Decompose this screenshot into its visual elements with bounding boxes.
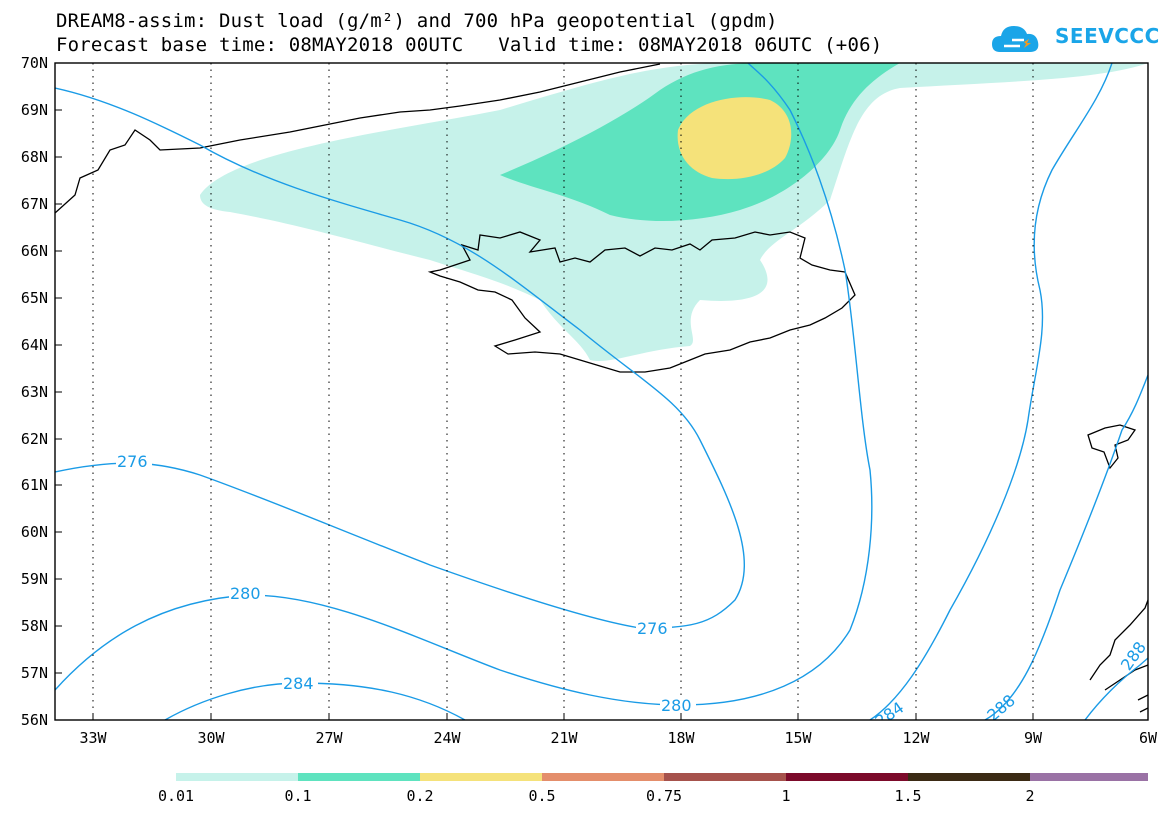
- lat-label: 64N: [20, 336, 48, 354]
- lon-label: 9W: [1023, 729, 1043, 747]
- contour-label: 276: [637, 619, 668, 638]
- lon-label: 24W: [433, 729, 461, 747]
- colorbar-swatch-1: [786, 773, 908, 781]
- lat-label: 58N: [20, 617, 48, 635]
- colorbar-label: 0.01: [157, 787, 195, 805]
- colorbar-swatch-2: [1030, 773, 1148, 781]
- map-title-line-1: DREAM8-assim: Dust load (g/m²) and 700 h…: [56, 10, 778, 32]
- colorbar-label: 0.75: [645, 787, 683, 805]
- map-title-line-2: Forecast base time: 08MAY2018 00UTC Vali…: [56, 34, 883, 56]
- lat-lon-grid: [92, 63, 1034, 720]
- contour-label: 280: [230, 584, 261, 603]
- colorbar-swatch-0-75: [664, 773, 786, 781]
- lat-label: 70N: [20, 54, 48, 72]
- lon-label: 21W: [550, 729, 578, 747]
- lon-label: 12W: [902, 729, 930, 747]
- colorbar-label: 0.2: [406, 787, 434, 805]
- lon-label: 6W: [1138, 729, 1158, 747]
- lon-label: 30W: [197, 729, 225, 747]
- cloud-icon: [992, 26, 1039, 52]
- logo-text: SEEVCCC: [1055, 24, 1160, 48]
- colorbar-swatch-0-5: [542, 773, 664, 781]
- lat-label: 57N: [20, 664, 48, 682]
- contour-label: 288: [1117, 638, 1150, 674]
- lon-label: 15W: [784, 729, 812, 747]
- lat-label: 68N: [20, 148, 48, 166]
- colorbar-label: 1: [781, 787, 791, 805]
- colorbar-label: 1.5: [894, 787, 922, 805]
- colorbar-label: 2: [1025, 787, 1035, 805]
- lon-label: 33W: [79, 729, 107, 747]
- lon-label: 27W: [315, 729, 343, 747]
- colorbar-swatch-0-1: [298, 773, 420, 781]
- colorbar-label: 0.1: [284, 787, 312, 805]
- colorbar-swatch-0-01: [176, 773, 298, 781]
- lat-label: 65N: [20, 289, 48, 307]
- contour-label: 280: [661, 696, 692, 715]
- lat-label: 61N: [20, 476, 48, 494]
- contour-label: 276: [117, 452, 148, 471]
- lat-label: 59N: [20, 570, 48, 588]
- colorbar-label: 0.5: [528, 787, 556, 805]
- contour-label: 284: [871, 698, 907, 731]
- colorbar-swatch-0-2: [420, 773, 542, 781]
- lat-label: 63N: [20, 383, 48, 401]
- lat-label: 60N: [20, 523, 48, 541]
- lat-label: 69N: [20, 101, 48, 119]
- lon-label: 18W: [667, 729, 695, 747]
- lat-label: 62N: [20, 430, 48, 448]
- dust-area-0-2: [677, 97, 792, 180]
- colorbar-swatch-1-5: [908, 773, 1030, 781]
- lat-label: 67N: [20, 195, 48, 213]
- lat-label: 66N: [20, 242, 48, 260]
- lat-label: 56N: [20, 711, 48, 729]
- contour-label: 284: [283, 674, 314, 693]
